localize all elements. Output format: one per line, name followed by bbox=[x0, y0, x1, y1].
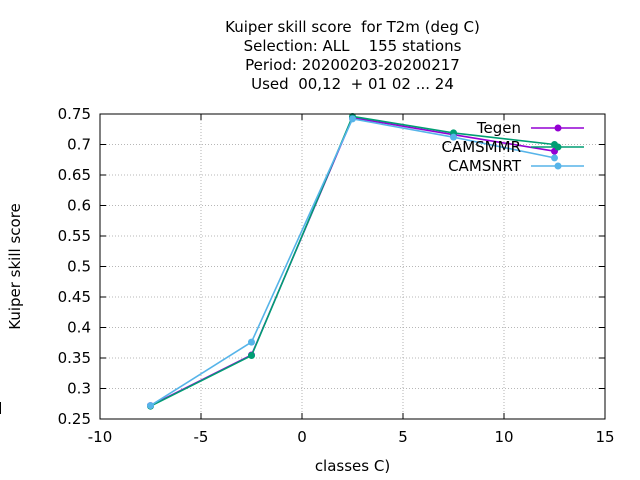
y-tick-label: 0.65 bbox=[58, 166, 91, 184]
chart-title-line-1: Kuiper skill score for T2m (deg C) bbox=[225, 18, 480, 36]
legend-swatch-marker bbox=[554, 124, 562, 132]
x-tick-label: 5 bbox=[398, 428, 408, 446]
plot-frame bbox=[99, 113, 606, 420]
y-axis-label: Kuiper skill score bbox=[6, 203, 24, 330]
chart-title-line-2: Selection: ALL 155 stations bbox=[243, 37, 462, 55]
legend-swatch-marker bbox=[554, 143, 562, 151]
x-tick-label: 0 bbox=[297, 428, 307, 446]
y-tick-label: 0.6 bbox=[67, 197, 91, 215]
data-point bbox=[349, 115, 356, 123]
y-tick-label: 0.4 bbox=[67, 319, 91, 337]
x-tick-label: -10 bbox=[88, 428, 113, 446]
legend-label: CAMSNRT bbox=[448, 157, 522, 175]
legend-label: CAMSMMR bbox=[441, 138, 521, 156]
chart-title-line-4: Used 00,12 + 01 02 ... 24 bbox=[251, 75, 454, 93]
series-camsnrt bbox=[147, 115, 558, 410]
x-tick-label: -5 bbox=[194, 428, 209, 446]
y-tick-label: 0.35 bbox=[58, 349, 91, 367]
data-point bbox=[551, 154, 558, 162]
legend-swatch-marker bbox=[554, 162, 562, 170]
y-tick-label: 0.5 bbox=[67, 258, 91, 276]
y-tick-label: 0.25 bbox=[58, 410, 91, 428]
y-tick-label: 0.45 bbox=[58, 288, 91, 306]
grid-lines bbox=[100, 114, 605, 419]
data-point bbox=[450, 133, 457, 141]
y-tick-label: 0.7 bbox=[67, 136, 91, 154]
data-point bbox=[147, 402, 154, 410]
data-point bbox=[248, 338, 255, 346]
x-tick-label: 15 bbox=[595, 428, 614, 446]
data-point bbox=[248, 352, 255, 360]
chart-title-line-3: Period: 20200203-20200217 bbox=[245, 56, 460, 74]
legend-label: Tegen bbox=[476, 119, 521, 137]
tick-labels: 0.25 0.3 0.35 0.4 0.45 0.5 0.55 0.6 0.65 0.7 0.75 -… bbox=[58, 105, 615, 446]
y-tick-label: 0.75 bbox=[58, 105, 91, 123]
x-tick-label: 10 bbox=[494, 428, 513, 446]
y-tick-label: 0.55 bbox=[58, 227, 91, 245]
y-tick-label: 0.3 bbox=[67, 380, 91, 398]
x-axis-label: classes C) bbox=[315, 457, 390, 475]
